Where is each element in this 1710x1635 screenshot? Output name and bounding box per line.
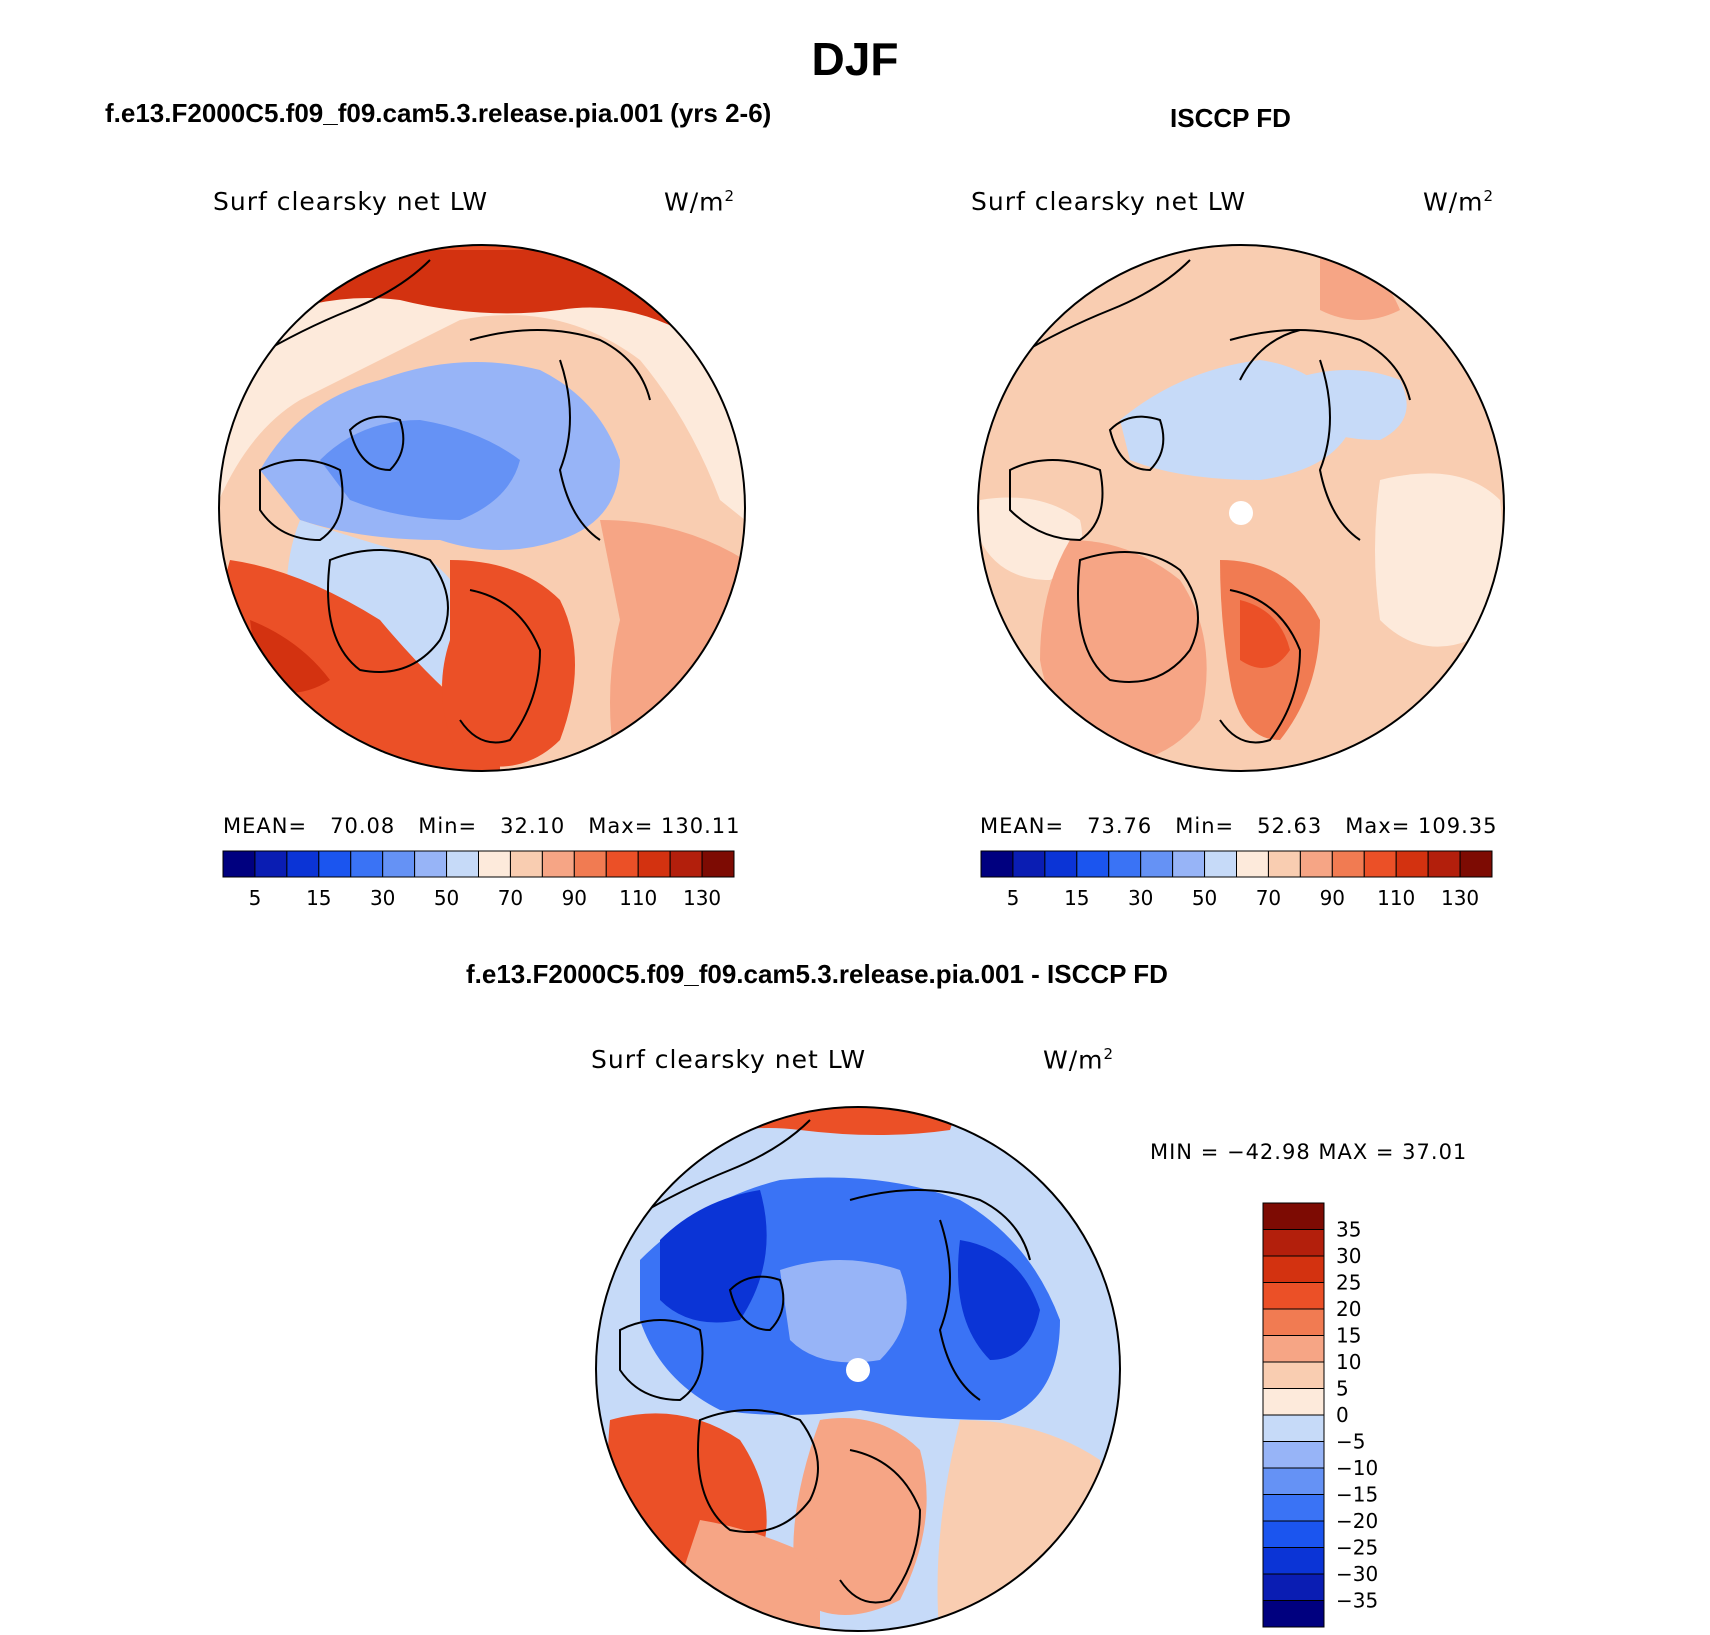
colorbar-swatch [1262, 1282, 1325, 1310]
obs-polar-map [978, 245, 1504, 771]
colorbar-swatch [1262, 1547, 1325, 1575]
colorbar-swatch [1459, 850, 1493, 878]
colorbar-swatch [1262, 1335, 1325, 1363]
colorbar-tick-label: 50 [1192, 886, 1217, 910]
colorbar-swatch [1012, 850, 1046, 878]
colorbar-tick-label: −20 [1336, 1509, 1378, 1533]
colorbar-tick-label: 30 [1336, 1244, 1361, 1268]
colorbar-swatch [605, 850, 639, 878]
colorbar-tick-label: 110 [1377, 886, 1415, 910]
diff-panel-title: f.e13.F2000C5.f09_f09.cam5.3.release.pia… [466, 959, 1168, 989]
colorbar-swatch [1076, 850, 1110, 878]
colorbar-swatch [1262, 1202, 1325, 1230]
colorbar-swatch [573, 850, 607, 878]
colorbar-tick-label: 90 [562, 886, 587, 910]
model-colorbar: 5 15 30 50 70 90 110 130 [222, 850, 735, 910]
colorbar-swatch [1108, 850, 1142, 878]
colorbar-swatch [1262, 1467, 1325, 1495]
diff-polar-map [596, 1107, 1120, 1631]
obs-variable-label: Surf clearsky net LW [971, 187, 1247, 216]
colorbar-tick-label: −5 [1336, 1430, 1365, 1454]
colorbar-swatch [1262, 1573, 1325, 1601]
model-polar-map [219, 245, 745, 771]
model-units: W/m2 [664, 187, 736, 217]
colorbar-swatch [1395, 850, 1429, 878]
colorbar-tick-label: 70 [498, 886, 523, 910]
main-title: DJF [811, 33, 899, 85]
colorbar-swatch [1172, 850, 1206, 878]
diff-variable-label: Surf clearsky net LW [591, 1045, 867, 1074]
colorbar-tick-label: 110 [619, 886, 657, 910]
obs-colorbar: 5 15 30 50 70 90 110 130 [980, 850, 1493, 910]
colorbar-swatch [286, 850, 320, 878]
colorbar-swatch [701, 850, 735, 878]
colorbar-tick-label: 5 [1007, 886, 1020, 910]
colorbar-swatch [1262, 1229, 1325, 1257]
colorbar-swatch [318, 850, 352, 878]
colorbar-tick-label: 10 [1336, 1350, 1361, 1374]
colorbar-tick-label: 5 [1336, 1377, 1349, 1401]
colorbar-tick-label: 15 [1064, 886, 1089, 910]
colorbar-swatch [222, 850, 256, 878]
colorbar-tick-label: 15 [306, 886, 331, 910]
colorbar-swatch [541, 850, 575, 878]
obs-stats: MEAN= 73.76 Min= 52.63 Max= 109.35 [980, 814, 1498, 838]
colorbar-tick-label: 70 [1256, 886, 1281, 910]
diff-units: W/m2 [1043, 1045, 1115, 1075]
colorbar-swatch [382, 850, 416, 878]
colorbar-tick-label: 25 [1336, 1271, 1361, 1295]
colorbar-swatch [1262, 1388, 1325, 1416]
model-panel-title: f.e13.F2000C5.f09_f09.cam5.3.release.pia… [105, 98, 772, 128]
colorbar-tick-label: 90 [1320, 886, 1345, 910]
colorbar-tick-label: −35 [1336, 1589, 1378, 1613]
colorbar-swatch [669, 850, 703, 878]
obs-units: W/m2 [1423, 187, 1495, 217]
colorbar-swatch [1331, 850, 1365, 878]
colorbar-swatch [1262, 1494, 1325, 1522]
colorbar-swatch [1262, 1600, 1325, 1628]
colorbar-swatch [509, 850, 543, 878]
colorbar-swatch [1267, 850, 1301, 878]
colorbar-swatch [1204, 850, 1237, 878]
colorbar-swatch [980, 850, 1014, 878]
colorbar-tick-label: 0 [1336, 1403, 1349, 1427]
model-variable-label: Surf clearsky net LW [213, 187, 489, 216]
colorbar-swatch [1262, 1255, 1325, 1283]
colorbar-swatch [1427, 850, 1461, 878]
colorbar-swatch [478, 850, 511, 878]
colorbar-tick-label: 50 [434, 886, 459, 910]
diff-minmax: MIN = −42.98 MAX = 37.01 [1150, 1140, 1468, 1164]
colorbar-tick-label: −10 [1336, 1456, 1378, 1480]
colorbar-tick-label: 5 [249, 886, 262, 910]
colorbar-tick-label: 20 [1336, 1297, 1361, 1321]
colorbar-swatch [1236, 850, 1269, 878]
colorbar-swatch [637, 850, 671, 878]
colorbar-swatch [350, 850, 384, 878]
colorbar-swatch [1363, 850, 1397, 878]
colorbar-swatch [1262, 1361, 1325, 1389]
colorbar-tick-label: −25 [1336, 1536, 1378, 1560]
colorbar-swatch [1262, 1441, 1325, 1469]
colorbar-tick-label: 30 [1128, 886, 1153, 910]
colorbar-swatch [1140, 850, 1174, 878]
colorbar-swatch [1262, 1414, 1325, 1442]
colorbar-swatch [1044, 850, 1078, 878]
colorbar-tick-label: 35 [1336, 1218, 1361, 1242]
colorbar-swatch [1262, 1308, 1325, 1336]
colorbar-swatch [1262, 1520, 1325, 1548]
obs-panel-title: ISCCP FD [1170, 103, 1291, 133]
colorbar-tick-label: −30 [1336, 1562, 1378, 1586]
colorbar-tick-label: 130 [683, 886, 721, 910]
colorbar-tick-label: −15 [1336, 1483, 1378, 1507]
colorbar-swatch [254, 850, 288, 878]
colorbar-swatch [1299, 850, 1333, 878]
colorbar-tick-label: 130 [1441, 886, 1479, 910]
colorbar-tick-label: 15 [1336, 1324, 1361, 1348]
colorbar-tick-label: 30 [370, 886, 395, 910]
colorbar-swatch [414, 850, 448, 878]
colorbar-swatch [446, 850, 479, 878]
model-stats: MEAN= 70.08 Min= 32.10 Max= 130.11 [223, 814, 741, 838]
